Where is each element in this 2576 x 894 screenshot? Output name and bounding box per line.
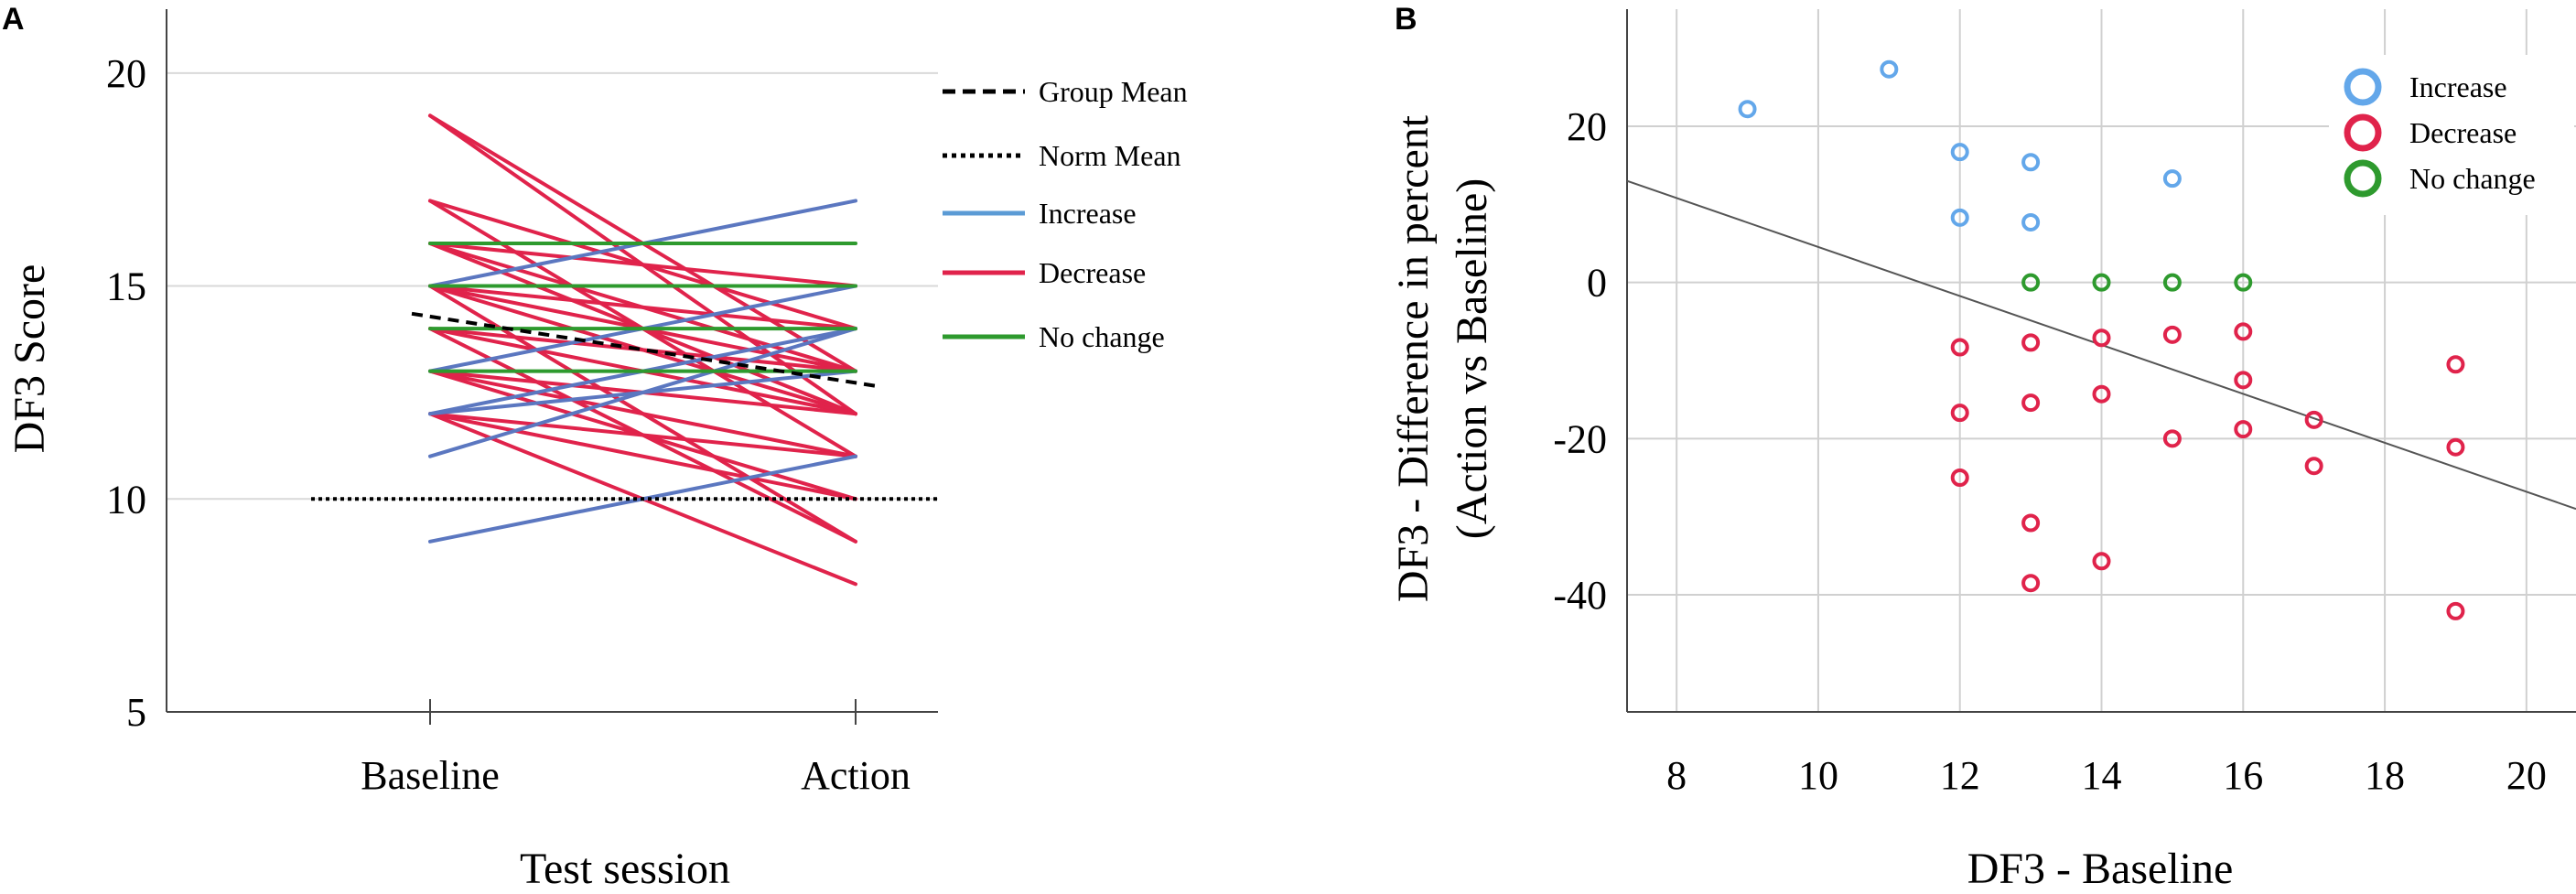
panel-b-point-decrease-26 xyxy=(2304,410,2323,429)
panel-a-y-ticks: 5 10 15 20 xyxy=(106,51,146,735)
panel-b-x-tick-label-18: 18 xyxy=(2365,753,2405,798)
panel-b-y-tick-label--20: -20 xyxy=(1553,416,1607,461)
panel-b-point-decrease-23 xyxy=(2234,322,2253,341)
panel-b-x-axis-title: DF3 - Baseline xyxy=(1967,845,2234,893)
panel-b-legend-marker-increase xyxy=(2344,68,2382,106)
panel-a-y-tick-label-5: 5 xyxy=(126,690,146,735)
panel-a-y-tick-label-10: 10 xyxy=(106,477,146,522)
panel-b-x-tick-label-20: 20 xyxy=(2506,753,2547,798)
panel-b-point-increase-1 xyxy=(1880,59,1899,79)
panel-b-x-tick-label-8: 8 xyxy=(1666,753,1687,798)
panel-a-mean-lines xyxy=(311,311,938,501)
panel-a-group-mean-line xyxy=(411,311,878,388)
panel-b-point-decrease-22 xyxy=(2162,429,2182,448)
panel-b-point-decrease-12 xyxy=(1950,404,1969,423)
panel-a-x-ticks: Baseline Action xyxy=(361,699,911,798)
panel-a-y-axis-title: DF3 Score xyxy=(5,264,54,454)
panel-a-y-tick-label-20: 20 xyxy=(106,51,146,96)
panel-b-point-no_change-8 xyxy=(2092,273,2111,292)
panel-b-point-increase-5 xyxy=(2021,212,2041,232)
panel-b-point-decrease-21 xyxy=(2162,325,2182,344)
panel-a-legend: Group Mean Norm Mean Increase Decrease No ch… xyxy=(943,75,1188,353)
panel-b-x-tick-label-14: 14 xyxy=(2082,753,2122,798)
panel-a-letter: A xyxy=(2,2,25,37)
panel-b-point-decrease-20 xyxy=(2092,552,2111,571)
panel-a-participant-line-decrease-4 xyxy=(428,242,857,288)
panel-a-x-axis-title: Test session xyxy=(520,845,730,893)
panel-a-x-tick-label-action: Action xyxy=(801,753,911,798)
panel-b-x-ticks: 8 10 12 14 16 18 20 xyxy=(1666,753,2547,798)
panel-a-legend-label-1: Norm Mean xyxy=(1039,139,1181,172)
panel-b-x-tick-label-10: 10 xyxy=(1798,753,1838,798)
panel-b-y-axis-title-line-2: (Action vs Baseline) xyxy=(1448,178,1496,540)
panel-b-point-decrease-28 xyxy=(2446,355,2465,374)
panel-a-participant-line-decrease-11 xyxy=(428,327,857,373)
panel-b-y-axis-title-line-1: DF3 - Difference in percent xyxy=(1389,114,1438,602)
panel-b-legend-label-increase: Increase xyxy=(2409,70,2507,103)
panel-b-letter: B xyxy=(1395,2,1417,37)
panel-b-point-decrease-25 xyxy=(2234,420,2253,439)
panel-b-x-tick-label-12: 12 xyxy=(1940,753,1980,798)
panel-b-point-no_change-10 xyxy=(2234,273,2253,292)
panel-a-series-lines xyxy=(428,113,857,587)
panel-b-point-decrease-18 xyxy=(2092,329,2111,348)
panel-a-participant-line-decrease-18 xyxy=(428,412,857,501)
panel-b-point-decrease-16 xyxy=(2021,513,2041,533)
panel-b-x-tick-label-16: 16 xyxy=(2223,753,2263,798)
panel-a-legend-label-4: No change xyxy=(1039,320,1165,353)
panel-b-y-tick-label-20: 20 xyxy=(1567,104,1607,149)
panel-b-legend-marker-decrease xyxy=(2344,113,2382,152)
panel-b-scatter-points xyxy=(1738,59,2465,620)
panel-b-point-increase-4 xyxy=(2021,153,2041,172)
panel-a-participant-line-decrease-7 xyxy=(428,284,857,331)
panel-a-legend-label-0: Group Mean xyxy=(1039,75,1188,108)
panel-b-point-increase-2 xyxy=(1950,143,1969,162)
panel-b-point-no_change-9 xyxy=(2162,273,2182,292)
panel-b-point-decrease-14 xyxy=(2021,333,2041,352)
panel-b-point-increase-3 xyxy=(1950,208,1969,227)
panel-b-point-decrease-13 xyxy=(1950,469,1969,487)
panel-a-participant-line-increase-23 xyxy=(428,369,857,416)
panel-b-legend-label-no_change: No change xyxy=(2409,162,2536,195)
panel-b-point-increase-0 xyxy=(1738,100,1757,119)
panel-b-point-decrease-15 xyxy=(2021,393,2041,413)
panel-a-x-tick-label-baseline: Baseline xyxy=(361,753,500,798)
panel-a-y-tick-label-15: 15 xyxy=(106,264,146,309)
panel-b: B 20 0 -20 -40 8 10 12 14 16 18 20 Increase Decrea… xyxy=(1389,2,2576,893)
panel-b-point-decrease-29 xyxy=(2446,437,2465,457)
panel-b-point-decrease-30 xyxy=(2446,601,2465,620)
panel-b-point-decrease-19 xyxy=(2092,384,2111,404)
panel-b-point-decrease-17 xyxy=(2021,574,2041,593)
panel-b-point-no_change-7 xyxy=(2021,273,2041,292)
panel-a: A 5 10 15 20 Baseline Action Group Mean Norm … xyxy=(2,2,1188,893)
panel-b-legend-marker-no_change xyxy=(2344,159,2382,198)
panel-a-legend-label-2: Increase xyxy=(1039,197,1137,230)
panel-b-point-decrease-24 xyxy=(2234,371,2253,390)
panel-b-y-tick-label--40: -40 xyxy=(1553,573,1607,618)
panel-b-point-increase-6 xyxy=(2162,169,2182,188)
panel-b-legend-background xyxy=(2329,55,2574,215)
panel-b-legend: Increase Decrease No change xyxy=(2329,55,2574,215)
panel-b-y-tick-label-0: 0 xyxy=(1587,261,1607,306)
panel-a-legend-label-3: Decrease xyxy=(1039,256,1146,289)
panel-b-legend-label-decrease: Decrease xyxy=(2409,116,2517,149)
panel-b-point-decrease-27 xyxy=(2304,457,2323,476)
panel-b-point-decrease-11 xyxy=(1950,338,1969,357)
panel-a-participant-line-decrease-15 xyxy=(428,369,857,458)
panel-b-y-ticks: 20 0 -20 -40 xyxy=(1553,104,1607,618)
panel-a-participant-line-decrease-17 xyxy=(428,412,857,458)
